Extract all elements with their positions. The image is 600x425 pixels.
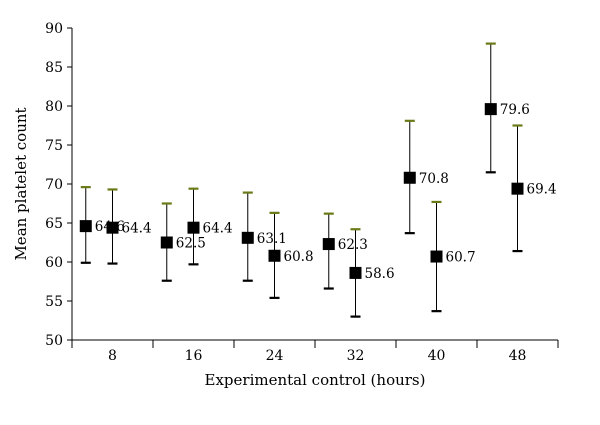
data-label: 62.3	[338, 237, 368, 253]
y-tick-label: 50	[45, 333, 63, 349]
error-bars	[80, 42, 523, 318]
y-tick-label: 55	[45, 294, 63, 310]
data-marker	[187, 221, 200, 234]
data-label: 79.6	[500, 102, 530, 118]
y-tick-label: 90	[45, 21, 63, 37]
y-tick-label: 60	[45, 255, 63, 271]
y-tick-label: 70	[45, 177, 63, 193]
data-marker	[268, 249, 281, 262]
x-tick-label: 8	[108, 348, 117, 364]
markers	[79, 103, 524, 279]
data-marker	[484, 103, 497, 116]
data-marker	[403, 171, 416, 184]
y-tick-label: 85	[45, 60, 63, 76]
x-tick-label: 24	[266, 348, 284, 364]
data-label: 64.4	[122, 221, 152, 237]
data-marker	[106, 221, 119, 234]
y-tick-label: 65	[45, 216, 63, 232]
data-marker	[322, 238, 335, 251]
data-marker	[79, 220, 92, 233]
data-marker	[241, 231, 254, 244]
data-marker	[430, 250, 443, 263]
axes: 50 55 60 65 70 75 80 85 90 8 16 24 32 40 48	[45, 21, 559, 364]
data-label: 60.8	[284, 249, 314, 265]
x-tick-label: 40	[428, 348, 446, 364]
x-tick-label: 16	[185, 348, 203, 364]
x-tick-label: 32	[347, 348, 365, 364]
x-axis-title: Experimental control (hours)	[205, 371, 426, 389]
data-label: 64.4	[203, 221, 233, 237]
data-marker	[160, 236, 173, 249]
data-marker	[511, 182, 524, 195]
data-marker	[349, 266, 362, 279]
data-label: 62.5	[176, 236, 206, 252]
y-tick-label: 80	[45, 99, 63, 115]
data-label: 58.6	[365, 266, 395, 282]
data-label: 70.8	[419, 171, 449, 187]
data-label: 60.7	[446, 250, 476, 266]
data-label: 63.1	[257, 231, 287, 247]
y-tick-label: 75	[45, 138, 63, 154]
data-label: 64.6	[95, 219, 125, 235]
data-label: 69.4	[527, 182, 557, 198]
x-tick-label: 48	[509, 348, 527, 364]
y-axis-title: Mean platelet count	[12, 107, 30, 260]
data-labels: 64.664.462.564.463.160.862.358.670.860.7…	[95, 102, 557, 282]
